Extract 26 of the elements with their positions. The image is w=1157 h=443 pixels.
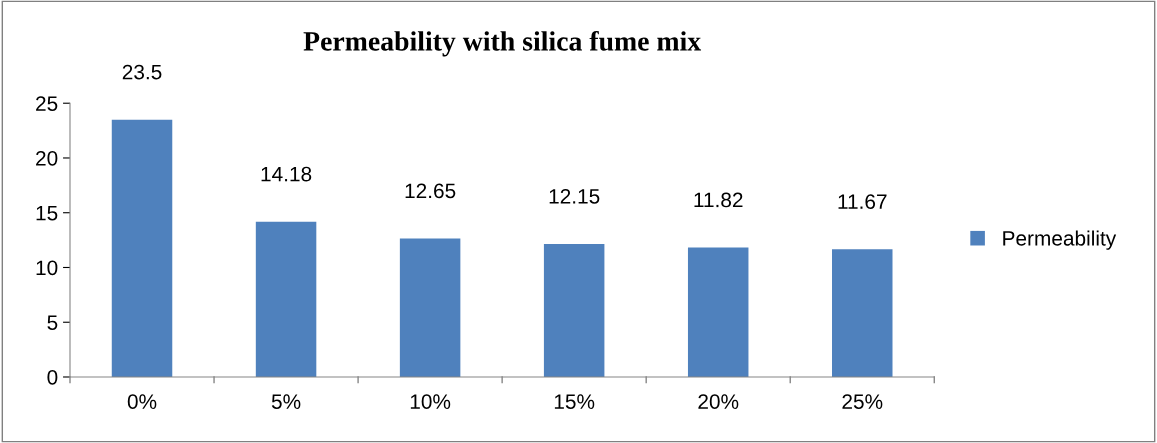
data-label: 23.5 (122, 64, 162, 80)
x-tick-label: 15% (554, 394, 595, 409)
bar (399, 238, 461, 377)
legend-label: Permeability (1003, 230, 1117, 250)
data-label: 14.18 (261, 166, 312, 182)
data-label: 12.15 (549, 188, 600, 204)
x-tick-label: 5% (271, 394, 301, 409)
y-tick-label: 5 (47, 315, 58, 330)
y-tick-label: 20 (36, 150, 58, 166)
y-tick-label: 15 (36, 205, 58, 221)
bar (832, 249, 893, 377)
y-tick-label: 10 (36, 260, 58, 276)
x-tick-label: 10% (410, 394, 451, 409)
x-tick-label: 25% (842, 394, 883, 409)
x-tick-label: 0% (127, 394, 157, 409)
bar (543, 243, 605, 377)
bar (687, 247, 749, 377)
data-label: 11.82 (694, 192, 743, 208)
y-tick-label: 0 (47, 369, 58, 385)
chart-title: Permeability with silica fume mix (303, 30, 702, 57)
x-tick-label: 20% (698, 394, 739, 409)
bar (255, 221, 317, 377)
data-label: 12.65 (405, 183, 456, 199)
bar (111, 119, 173, 377)
data-label: 11.67 (838, 194, 887, 209)
y-tick-label: 25 (36, 96, 58, 111)
